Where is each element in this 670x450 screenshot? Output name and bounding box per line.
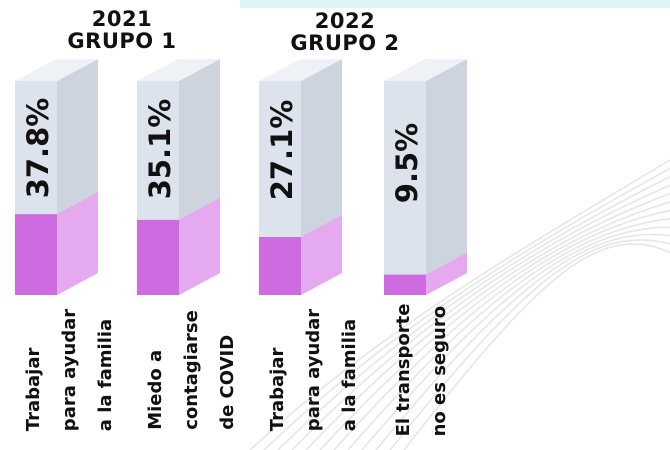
bar-fill-front: [384, 274, 426, 295]
top-accent-band: [240, 0, 670, 8]
bar-top: [137, 59, 220, 81]
background-wave: [319, 201, 670, 450]
group-year: 2022: [314, 9, 376, 33]
category-label-line: de COVID: [217, 334, 238, 430]
category-label: Trabajar para ayudar a la familia: [260, 309, 368, 431]
category-label: Trabajar para ayudar a la familia: [16, 309, 124, 431]
category-label-line: Trabajar: [23, 347, 44, 432]
bar-top: [384, 59, 467, 81]
bar-side: [426, 59, 467, 295]
bar-fill-side: [301, 215, 342, 295]
background-wave: [389, 239, 670, 450]
group-name: GRUPO 2: [290, 31, 400, 55]
background-wave: [333, 209, 670, 450]
bar-fill-front: [15, 214, 57, 295]
category-label: Miedo a contagiarse de COVID: [138, 310, 246, 430]
category-label-line: no es seguro: [429, 305, 450, 437]
category-label-line: para ayudar: [303, 308, 324, 432]
group-name: GRUPO 1: [67, 29, 177, 53]
category-label-line: Miedo a: [145, 349, 166, 430]
background-wave: [277, 176, 670, 450]
category-label-line: para ayudar: [59, 308, 80, 432]
background-wave: [249, 159, 670, 450]
bar-value-label: 27.1%: [265, 99, 299, 201]
category-label-line: El transporte: [393, 303, 414, 437]
group-year: 2021: [91, 7, 153, 31]
bar-top: [15, 59, 98, 81]
bar-fill-front: [259, 237, 301, 295]
background-wave: [361, 226, 670, 450]
bar-fill-side: [57, 192, 98, 295]
group-title: 2022 GRUPO 2: [265, 10, 425, 54]
category-label: El transporte no es seguro: [386, 304, 458, 437]
category-label-line: contagiarse: [181, 310, 202, 430]
bar-top: [259, 59, 342, 81]
group-title: 2021 GRUPO 1: [42, 8, 202, 52]
background-wave: [305, 192, 670, 450]
bar-value-label: 37.8%: [21, 97, 55, 199]
background-waves: [249, 159, 670, 450]
background-wave: [375, 233, 670, 450]
background-wave: [291, 184, 670, 450]
category-label-line: a la familia: [339, 318, 360, 432]
bar-fill-side: [179, 197, 220, 295]
bar-value-label: 9.5%: [390, 122, 424, 204]
bar-fill-side: [426, 252, 467, 295]
background-wave: [347, 218, 670, 450]
bar-fill-front: [137, 219, 179, 295]
background-wave: [263, 167, 670, 450]
category-label-line: a la familia: [95, 318, 116, 432]
bar-value-label: 35.1%: [143, 98, 177, 200]
background-wave: [403, 243, 670, 450]
bar-front: [384, 81, 426, 295]
category-label-line: Trabajar: [267, 347, 288, 432]
